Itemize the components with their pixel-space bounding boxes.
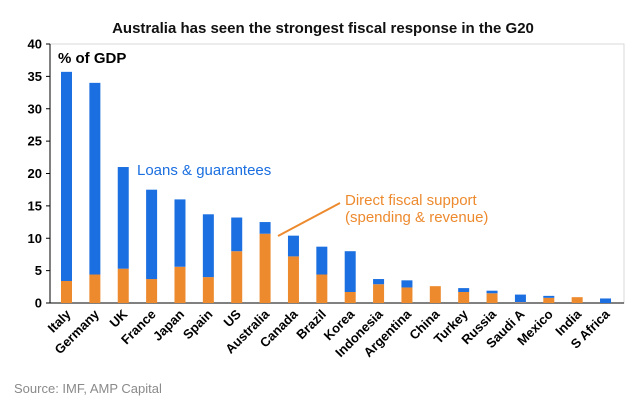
y-tick-label: 10 — [28, 231, 42, 246]
direct-annotation-line2: (spending & revenue) — [345, 209, 488, 226]
y-tick-label: 0 — [35, 296, 42, 311]
y-tick-label: 15 — [28, 198, 42, 213]
bar-loans-guarantees — [543, 295, 555, 298]
bar-loans-guarantees — [259, 222, 271, 234]
source-note: Source: IMF, AMP Capital — [14, 381, 162, 396]
direct-annotation-arrow — [277, 202, 341, 237]
y-tick-label: 5 — [35, 263, 42, 278]
bar-direct-support — [344, 291, 356, 303]
bar-loans-guarantees — [202, 214, 214, 278]
bar-direct-support — [61, 280, 72, 303]
bar-loans-guarantees — [458, 288, 470, 292]
bar-direct-support — [202, 277, 214, 303]
bar-direct-support — [401, 287, 413, 303]
bar-direct-support — [458, 291, 470, 303]
bar-direct-support — [117, 268, 129, 303]
y-tick-label: 25 — [28, 134, 42, 149]
bar-direct-support — [514, 302, 526, 303]
y-tick-label: 35 — [28, 69, 42, 84]
bar-loans-guarantees — [117, 167, 129, 269]
bar-direct-support — [571, 297, 583, 303]
bar-loans-guarantees — [61, 71, 72, 281]
bar-loans-guarantees — [373, 279, 385, 285]
bar-loans-guarantees — [287, 235, 299, 257]
bar-direct-support — [287, 256, 299, 303]
bar-loans-guarantees — [89, 82, 101, 275]
bar-direct-support — [429, 286, 441, 303]
bar-loans-guarantees — [514, 294, 526, 303]
bar-direct-support — [543, 297, 555, 303]
bar-loans-guarantees — [344, 251, 356, 292]
y-tick-label: 20 — [28, 166, 42, 181]
bar-loans-guarantees — [600, 298, 612, 303]
bar-loans-guarantees — [146, 189, 158, 280]
bar-direct-support — [174, 266, 186, 303]
x-category-label: Spain — [180, 306, 216, 342]
bar-loans-guarantees — [316, 246, 328, 275]
y-axis-ticks: 0 5 10 15 20 25 30 35 40 — [28, 37, 50, 311]
bar-direct-support — [146, 279, 158, 303]
bars — [61, 71, 612, 303]
bar-loans-guarantees — [231, 217, 243, 252]
y-tick-label: 30 — [28, 101, 42, 116]
y-axis-unit-label: % of GDP — [58, 50, 126, 67]
bar-loans-guarantees — [401, 280, 413, 288]
bar-direct-support — [486, 293, 498, 303]
bar-loans-guarantees — [174, 199, 186, 267]
bar-direct-support — [373, 284, 385, 303]
x-category-label: Japan — [150, 306, 187, 343]
y-tick-label: 40 — [28, 37, 42, 52]
bar-direct-support — [231, 251, 243, 303]
bar-direct-support — [259, 233, 271, 303]
chart-title: Australia has seen the strongest fiscal … — [112, 20, 534, 37]
direct-annotation-line1: Direct fiscal support — [345, 192, 478, 209]
loans-annotation: Loans & guarantees — [137, 162, 271, 179]
bar-direct-support — [316, 274, 328, 303]
bar-loans-guarantees — [486, 290, 498, 294]
bar-direct-support — [89, 274, 101, 303]
